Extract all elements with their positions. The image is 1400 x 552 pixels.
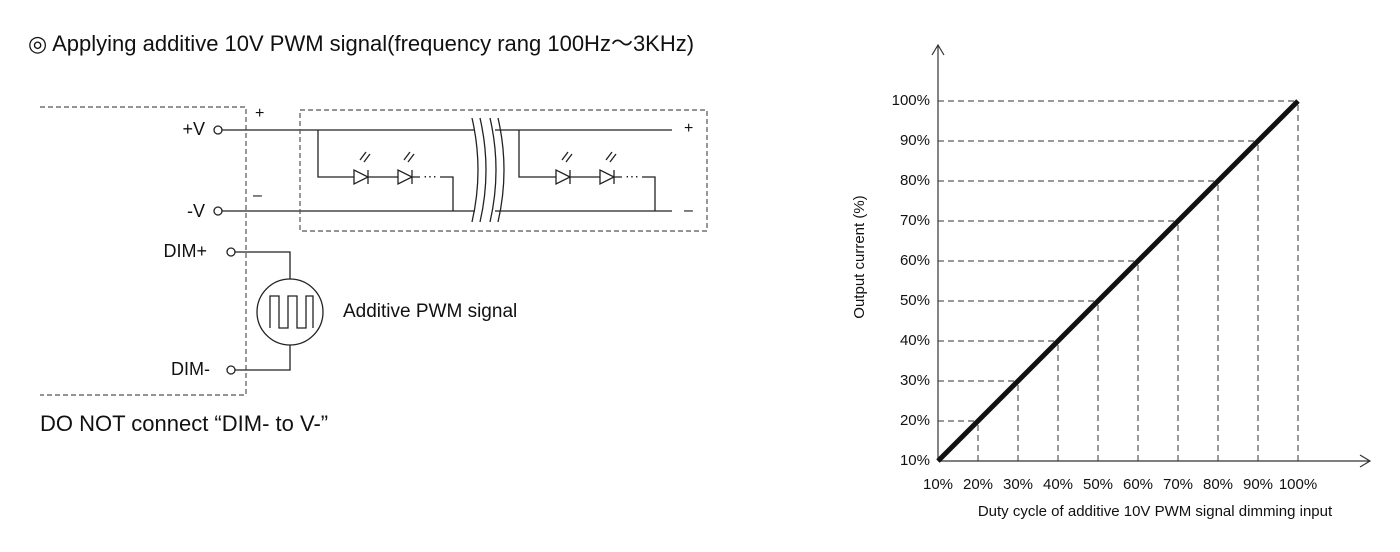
y-tick-label: 80% [900, 172, 930, 189]
dots: ··· [625, 168, 639, 184]
x-tick-label: 20% [963, 476, 993, 493]
y-tick-label: 40% [900, 332, 930, 349]
led-box [299, 109, 708, 232]
terminal-label: +V [182, 119, 205, 139]
polarity-sign: + [255, 105, 264, 122]
y-tick-label: 20% [900, 412, 930, 429]
polarity-sign: – [684, 202, 693, 219]
x-tick-label: 80% [1203, 476, 1233, 493]
y-tick-label: 100% [892, 92, 930, 109]
polarity-sign: – [253, 187, 262, 204]
note: DO NOT connect “DIM- to V-” [40, 411, 328, 436]
x-tick-label: 60% [1123, 476, 1153, 493]
polarity-sign: + [684, 120, 693, 137]
dots: ··· [423, 168, 437, 184]
y-tick-label: 30% [900, 372, 930, 389]
header-title: ◎ Applying additive 10V PWM signal(frequ… [28, 31, 694, 56]
x-tick-label: 10% [923, 476, 953, 493]
x-tick-label: 40% [1043, 476, 1073, 493]
y-tick-label: 50% [900, 292, 930, 309]
terminal-label: -V [187, 201, 205, 221]
signal-label: Additive PWM signal [343, 301, 517, 322]
x-tick-label: 90% [1243, 476, 1273, 493]
terminal-label: DIM- [171, 359, 210, 379]
x-tick-label: 100% [1279, 476, 1317, 493]
wiring [213, 117, 672, 375]
y-axis-label: Output current (%) [851, 195, 868, 318]
x-axis-label: Duty cycle of additive 10V PWM signal di… [978, 503, 1333, 520]
y-tick-label: 70% [900, 212, 930, 229]
chart: 10% 20% 30% 40% 50% 60% 70% 80% 90% 100% 10% 20% 30%… [851, 43, 1372, 520]
x-tick-label: 70% [1163, 476, 1193, 493]
terminal-label: DIM+ [163, 241, 207, 261]
axis [931, 43, 1372, 468]
x-tick-label: 30% [1003, 476, 1033, 493]
y-tick-label: 10% [900, 452, 930, 469]
x-tick-label: 50% [1083, 476, 1113, 493]
y-tick-label: 60% [900, 252, 930, 269]
y-tick-label: 90% [900, 132, 930, 149]
data-line [936, 99, 1300, 463]
driver-box [40, 106, 247, 396]
